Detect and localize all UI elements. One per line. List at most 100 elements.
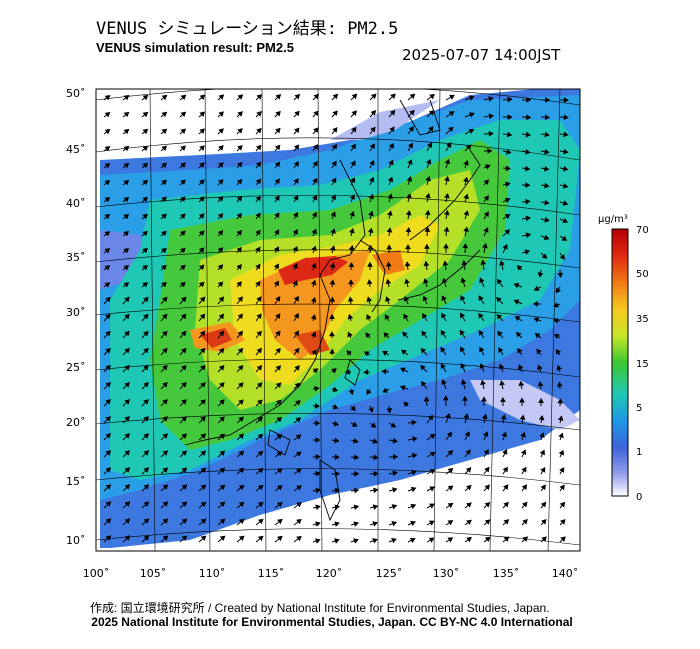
- wind-arrowhead: [238, 433, 245, 440]
- wind-arrowhead: [330, 211, 336, 218]
- wind-arrowhead: [557, 415, 564, 421]
- wind-arrowhead: [390, 422, 397, 428]
- wind-arrowhead: [217, 213, 224, 219]
- wind-arrowhead: [532, 301, 538, 307]
- wind-arrowhead: [334, 504, 340, 511]
- wind-arrowhead: [497, 330, 503, 337]
- wind-arrowhead: [466, 519, 472, 526]
- wind-arrowhead: [526, 97, 532, 103]
- wind-arrowhead: [388, 159, 394, 166]
- wind-arrowhead: [410, 486, 417, 493]
- wind-arrowhead: [124, 364, 130, 371]
- wind-arrowhead: [525, 232, 532, 239]
- wind-arrowhead: [558, 432, 564, 439]
- wind-arrowhead: [392, 437, 399, 444]
- wind-arrowhead: [410, 520, 416, 527]
- wind-arrowhead: [104, 128, 111, 135]
- wind-arrowhead: [468, 128, 475, 135]
- wind-arrowhead: [181, 399, 187, 405]
- wind-arrowhead: [238, 518, 245, 525]
- wind-arrowhead: [181, 416, 187, 422]
- colorbar-tick: 70: [636, 225, 649, 236]
- wind-arrowhead: [429, 451, 436, 457]
- wind-arrowhead: [180, 296, 187, 303]
- wind-arrowhead: [330, 228, 336, 234]
- wind-arrowhead: [181, 433, 188, 439]
- wind-arrowhead: [312, 368, 319, 374]
- wind-arrowhead: [310, 279, 317, 286]
- wind-arrowhead: [180, 281, 186, 288]
- wind-arrowhead: [275, 330, 281, 337]
- wind-arrowhead: [334, 538, 340, 544]
- wind-arrowhead: [315, 504, 321, 511]
- wind-arrowhead: [344, 369, 350, 375]
- wind-arrowhead: [533, 317, 540, 323]
- colorbar-tick: 35: [636, 314, 649, 325]
- wind-arrowhead: [484, 164, 491, 170]
- wind-arrowhead: [199, 330, 206, 337]
- wind-arrowhead: [332, 93, 339, 100]
- wind-arrowhead: [273, 263, 279, 270]
- wind-arrowhead: [313, 110, 319, 117]
- wind-arrowhead: [105, 501, 112, 507]
- wind-arrowhead: [219, 535, 226, 542]
- wind-arrowhead: [124, 450, 131, 456]
- wind-arrowhead: [441, 312, 447, 319]
- map-title-japanese: VENUS シミュレーション結果: PM2.5: [96, 19, 399, 39]
- wind-arrowhead: [560, 536, 566, 542]
- wind-arrowhead: [479, 277, 485, 284]
- wind-arrowhead: [199, 94, 206, 100]
- lat-label: 35˚: [66, 251, 86, 264]
- wind-arrowhead: [540, 484, 546, 491]
- lon-label: 130˚: [433, 567, 460, 580]
- wind-arrowhead: [236, 178, 243, 185]
- wind-arrowhead: [507, 96, 513, 103]
- wind-arrowhead: [238, 416, 244, 423]
- wind-arrowhead: [256, 127, 262, 134]
- wind-arrowhead: [368, 176, 375, 183]
- wind-arrowhead: [200, 364, 206, 371]
- wind-arrowhead: [124, 347, 130, 354]
- wind-arrowhead: [296, 535, 302, 542]
- wind-arrowhead: [199, 347, 206, 354]
- wind-arrowhead: [447, 485, 454, 491]
- wind-arrowhead: [124, 313, 130, 320]
- wind-arrowhead: [519, 414, 526, 420]
- colorbar-unit: μg/m³: [598, 214, 628, 225]
- wind-arrowhead: [162, 484, 169, 490]
- wind-arrowhead: [180, 196, 186, 202]
- wind-arrowhead: [447, 126, 454, 133]
- wind-arrowhead: [483, 195, 489, 201]
- wind-arrowhead: [408, 126, 414, 132]
- wind-arrowhead: [540, 501, 547, 508]
- wind-arrowhead: [552, 317, 559, 324]
- wind-arrowhead: [276, 468, 283, 474]
- wind-arrowhead: [104, 95, 111, 101]
- wind-arrowhead: [557, 272, 564, 278]
- wind-arrowhead: [256, 330, 262, 337]
- wind-arrowhead: [445, 413, 451, 419]
- wind-arrowhead: [236, 212, 243, 219]
- wind-arrowhead: [143, 416, 149, 422]
- wind-arrowhead: [256, 347, 262, 354]
- wind-arrowhead: [276, 485, 283, 491]
- wind-arrowhead: [310, 331, 317, 338]
- wind-arrowhead: [478, 312, 484, 319]
- wind-arrowhead: [180, 162, 186, 168]
- wind-arrowhead: [292, 228, 298, 235]
- wind-arrowhead: [219, 467, 226, 474]
- wind-arrowhead: [403, 401, 409, 408]
- wind-arrowhead: [312, 177, 318, 184]
- lat-label: 25˚: [66, 361, 86, 374]
- wind-arrowhead: [525, 198, 531, 205]
- wind-arrowhead: [255, 212, 261, 219]
- wind-arrowhead: [199, 145, 205, 151]
- wind-arrowhead: [391, 538, 397, 544]
- wind-arrowhead: [406, 176, 413, 182]
- wind-arrowhead: [104, 265, 111, 271]
- wind-arrowhead: [409, 93, 416, 100]
- wind-arrowhead: [541, 253, 548, 259]
- wind-arrowhead: [330, 194, 337, 201]
- wind-arrowhead: [348, 389, 355, 396]
- wind-arrowhead: [105, 518, 112, 524]
